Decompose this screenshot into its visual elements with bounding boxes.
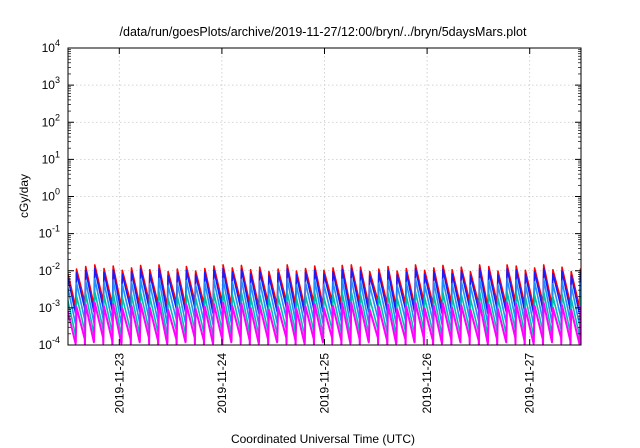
y-tick-label: 102 xyxy=(42,112,60,129)
chart-title: /data/run/goesPlots/archive/2019-11-27/1… xyxy=(120,25,527,39)
x-tick-label: 2019-11-23 xyxy=(112,353,126,414)
x-tick-label: 2019-11-25 xyxy=(318,353,332,414)
x-axis-label: Coordinated Universal Time (UTC) xyxy=(231,432,415,446)
x-tick-label: 2019-11-26 xyxy=(420,353,434,414)
x-tick-label: 2019-11-27 xyxy=(523,353,537,414)
y-tick-label: 100 xyxy=(42,187,60,204)
y-tick-label: 104 xyxy=(42,38,60,55)
y-tick-label: 103 xyxy=(42,75,60,92)
y-tick-label: 10-4 xyxy=(39,335,60,352)
x-tick-label: 2019-11-24 xyxy=(215,353,229,414)
series-line-5 xyxy=(68,301,581,345)
series-group xyxy=(68,264,581,345)
y-tick-label: 10-2 xyxy=(39,261,60,278)
y-tick-label: 10-1 xyxy=(39,224,60,241)
y-tick-label: 101 xyxy=(42,149,60,166)
ticks: 10-4 10-3 10-2 10-1 100 101 102 103 104 2019-11-2… xyxy=(39,38,581,414)
y-axis-label: cGy/day xyxy=(17,174,31,218)
y-tick-label: 10-3 xyxy=(39,298,60,315)
